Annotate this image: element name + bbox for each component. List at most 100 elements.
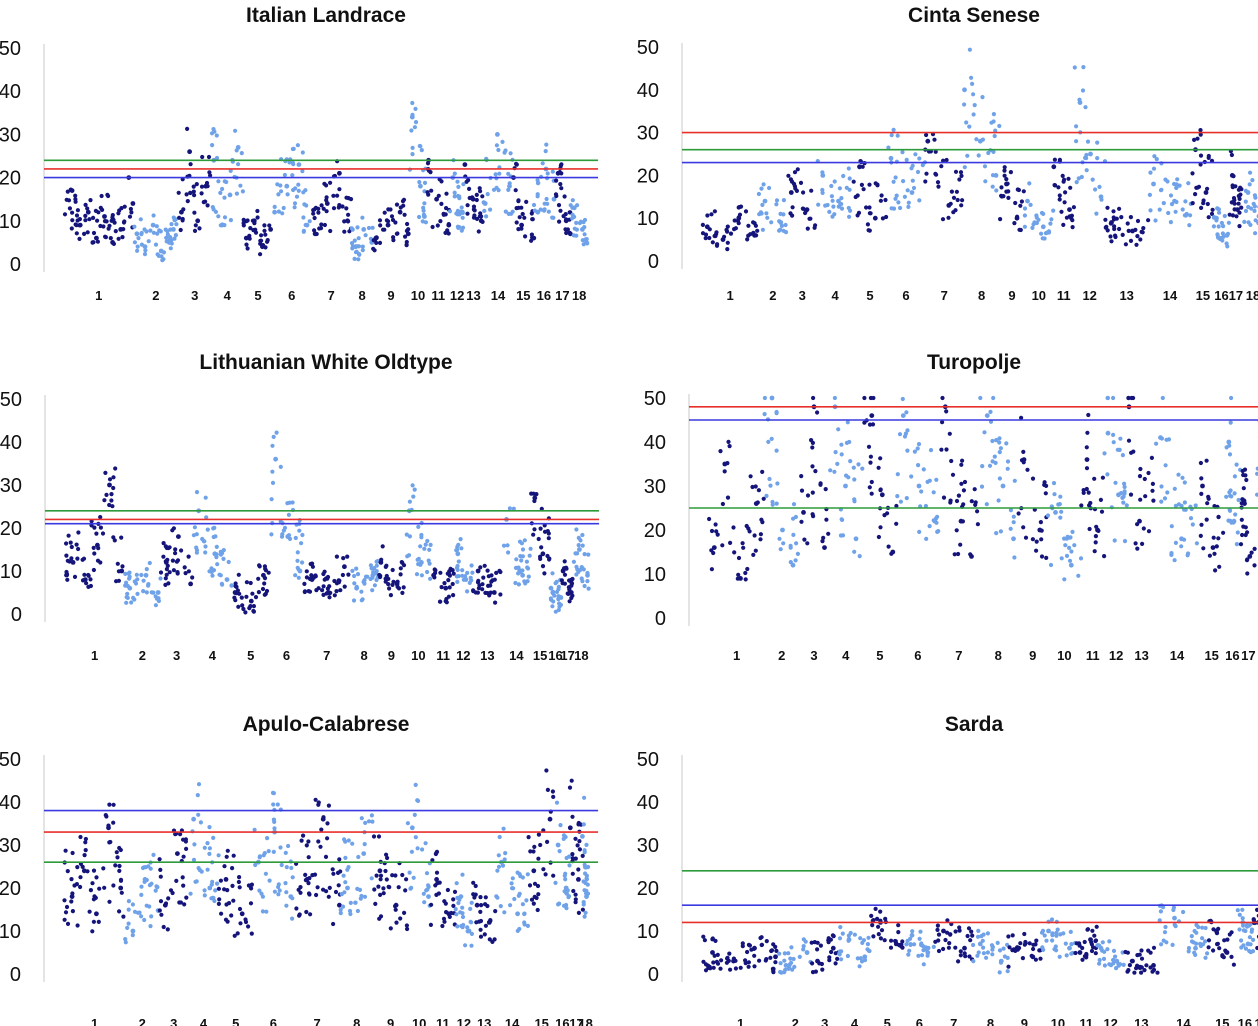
data-point xyxy=(884,214,889,220)
data-point xyxy=(398,205,403,210)
data-point xyxy=(257,854,262,859)
data-point xyxy=(256,590,261,595)
data-point xyxy=(736,572,741,577)
data-point xyxy=(905,428,910,433)
data-point xyxy=(570,871,575,876)
data-point xyxy=(713,938,718,943)
data-point xyxy=(1224,494,1229,499)
data-point xyxy=(861,187,866,192)
data-point xyxy=(473,883,478,889)
data-point xyxy=(98,515,103,520)
data-point xyxy=(241,221,246,226)
chromosome-label: 4 xyxy=(209,648,217,663)
data-point xyxy=(266,849,271,854)
data-point xyxy=(1182,500,1187,505)
data-point xyxy=(833,961,838,966)
chromosome-label: 13 xyxy=(1134,648,1148,663)
data-point xyxy=(259,233,264,238)
data-point xyxy=(154,224,159,229)
data-point xyxy=(962,87,967,93)
data-point xyxy=(1011,536,1016,542)
data-point xyxy=(218,190,223,195)
data-point xyxy=(216,886,221,891)
data-point xyxy=(567,231,573,237)
data-point xyxy=(491,590,497,595)
data-point xyxy=(1211,948,1216,953)
data-point xyxy=(128,206,133,212)
data-point xyxy=(528,849,533,854)
data-point xyxy=(841,173,846,179)
data-point xyxy=(486,920,492,925)
data-point xyxy=(1084,445,1089,450)
data-point xyxy=(340,204,345,209)
data-point xyxy=(1198,128,1203,133)
data-point xyxy=(539,545,544,550)
data-point xyxy=(896,200,901,205)
data-point xyxy=(1220,238,1225,243)
data-point xyxy=(146,583,151,588)
data-point xyxy=(1206,945,1211,950)
data-point xyxy=(316,802,321,807)
data-point xyxy=(1158,188,1164,193)
data-point xyxy=(1194,185,1199,190)
data-point xyxy=(430,858,435,863)
data-point xyxy=(465,211,470,216)
data-point xyxy=(778,220,784,225)
data-point xyxy=(409,885,414,890)
data-point xyxy=(478,934,484,939)
data-point xyxy=(75,865,80,870)
data-point xyxy=(69,556,74,561)
data-point xyxy=(64,904,70,910)
chromosome-label: 17 xyxy=(560,648,574,663)
data-point xyxy=(760,227,765,232)
data-point xyxy=(774,202,779,207)
data-point xyxy=(935,529,940,534)
data-point xyxy=(575,551,580,556)
y-tick-label: 50 xyxy=(637,37,659,59)
data-point xyxy=(342,564,347,570)
data-point xyxy=(469,920,474,925)
data-point xyxy=(69,899,74,904)
chromosome-label: 14 xyxy=(505,1016,520,1026)
data-point xyxy=(980,464,985,469)
data-point xyxy=(1186,946,1192,951)
data-point xyxy=(740,944,745,949)
data-point xyxy=(510,886,516,891)
data-point xyxy=(494,143,499,148)
data-point xyxy=(139,572,144,578)
data-point xyxy=(519,205,524,210)
data-point xyxy=(936,948,942,954)
data-point xyxy=(158,576,163,581)
data-point xyxy=(544,768,549,773)
data-point xyxy=(204,515,209,520)
data-point xyxy=(82,572,87,577)
data-point xyxy=(1233,184,1238,189)
data-point xyxy=(78,884,83,890)
data-point xyxy=(462,162,468,168)
data-point xyxy=(464,179,469,184)
data-point xyxy=(141,578,146,583)
data-point xyxy=(1236,497,1241,503)
data-point xyxy=(1252,546,1257,551)
data-point xyxy=(1224,950,1230,955)
data-point xyxy=(485,903,490,909)
data-point xyxy=(494,570,499,575)
data-point xyxy=(797,954,802,959)
data-point xyxy=(535,209,541,215)
y-tick-label: 30 xyxy=(0,124,21,146)
data-point xyxy=(561,833,567,838)
data-point xyxy=(409,825,415,831)
data-point xyxy=(1211,224,1216,229)
data-point xyxy=(457,194,462,199)
data-point xyxy=(346,212,351,217)
data-point xyxy=(1034,539,1039,544)
data-point xyxy=(1137,518,1142,524)
data-point xyxy=(289,865,294,871)
data-point xyxy=(813,223,818,228)
data-point xyxy=(788,177,793,182)
data-point xyxy=(563,885,569,891)
data-point xyxy=(1240,497,1245,502)
data-point xyxy=(731,958,736,964)
data-point xyxy=(119,535,124,540)
data-point xyxy=(833,951,838,956)
